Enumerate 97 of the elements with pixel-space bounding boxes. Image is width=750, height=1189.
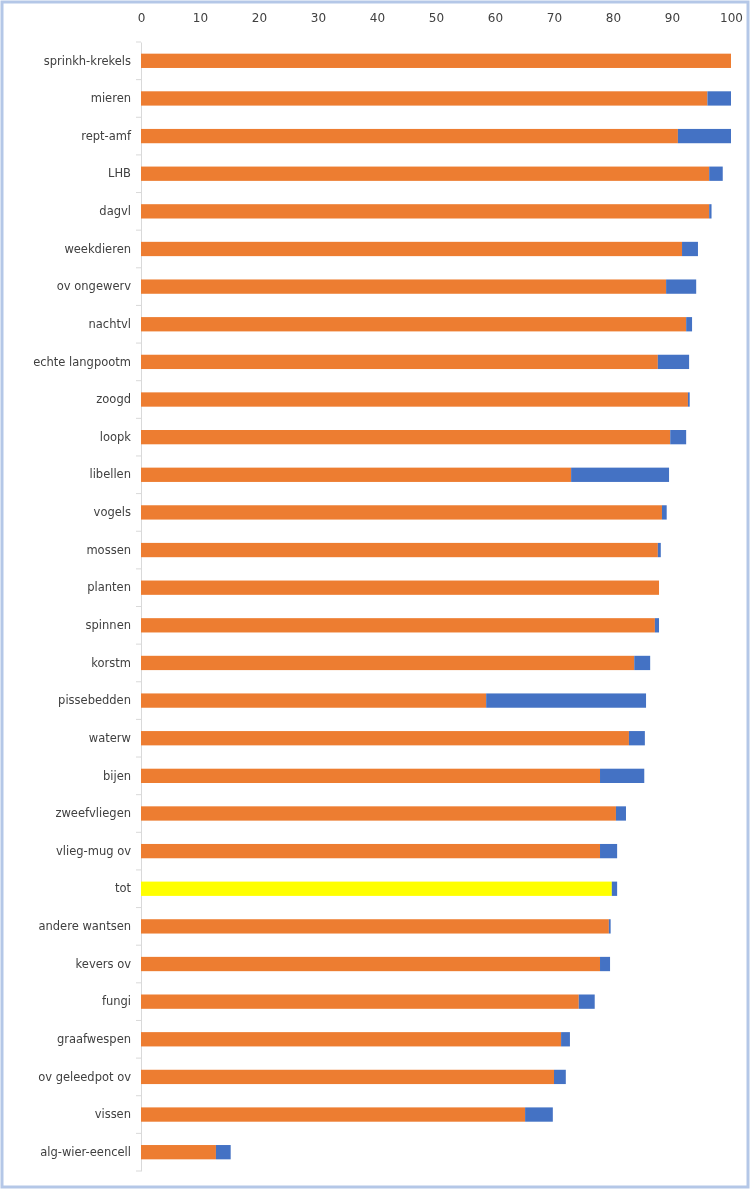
- bar: [670, 430, 687, 445]
- bar: [709, 204, 712, 219]
- bar: [141, 731, 629, 746]
- bar: [141, 354, 658, 370]
- bar: [141, 392, 688, 407]
- y-tick-label: mossen: [86, 542, 131, 557]
- bar: [141, 655, 635, 671]
- bar: [141, 881, 612, 896]
- bar: [141, 542, 658, 558]
- x-tick-label: 60: [487, 11, 504, 25]
- bar: [571, 467, 670, 482]
- x-tick-label: 100: [720, 11, 743, 25]
- x-tick-label: 40: [369, 11, 386, 25]
- y-tick-label: libellen: [89, 467, 131, 482]
- y-tick-label: kevers ov: [75, 956, 132, 971]
- y-tick-label: fungi: [101, 994, 131, 1009]
- bar: [611, 881, 618, 896]
- bar: [141, 91, 708, 106]
- x-tick-label: 70: [546, 11, 563, 25]
- bar: [141, 128, 678, 144]
- x-tick-label: 0: [137, 11, 146, 25]
- y-tick-label: rept-amf: [81, 128, 132, 143]
- bar: [141, 580, 660, 595]
- bar: [561, 1032, 570, 1047]
- bar: [686, 317, 693, 332]
- bar: [141, 241, 683, 257]
- bar: [682, 241, 698, 257]
- y-tick-label: sprinkh-krekels: [43, 53, 131, 68]
- bar: [141, 919, 609, 934]
- bar: [554, 1069, 566, 1085]
- bar: [141, 843, 601, 859]
- bar: [600, 956, 611, 972]
- bar: [141, 166, 710, 181]
- bar: [141, 430, 671, 445]
- x-tick-label: 30: [310, 11, 327, 25]
- y-tick-label: mieren: [90, 91, 131, 106]
- x-tick-label: 80: [605, 11, 622, 25]
- bar: [141, 505, 662, 520]
- bar: [141, 618, 655, 633]
- y-tick-label: ov geleedpot ov: [38, 1069, 132, 1084]
- y-tick-label: alg-wier-eencell: [40, 1144, 131, 1159]
- bar: [141, 279, 667, 294]
- bar: [657, 354, 690, 370]
- bar: [486, 693, 647, 708]
- bar: [525, 1107, 553, 1122]
- y-tick-label: tot: [114, 881, 132, 896]
- y-tick-label: LHB: [108, 166, 132, 181]
- bar: [141, 1145, 216, 1160]
- bar: [578, 994, 595, 1009]
- bar: [141, 693, 487, 708]
- bar: [615, 806, 626, 821]
- bar: [215, 1145, 231, 1160]
- x-tick-label: 90: [664, 11, 681, 25]
- bar: [141, 956, 601, 972]
- bar: [677, 128, 731, 144]
- x-tick-label: 10: [192, 11, 209, 25]
- x-tick-label: 20: [251, 11, 268, 25]
- y-tick-label: echte langpootm: [33, 354, 131, 369]
- bar: [141, 53, 731, 68]
- bar: [141, 994, 579, 1009]
- bar: [141, 1032, 562, 1047]
- bar: [141, 768, 601, 783]
- y-tick-label: zweefvliegen: [55, 806, 131, 821]
- bar: [666, 279, 697, 294]
- bar: [141, 806, 616, 821]
- x-tick-label: 50: [428, 11, 445, 25]
- y-tick-label: ov ongewerv: [56, 279, 132, 294]
- y-tick-label: zoogd: [96, 392, 131, 407]
- bar: [661, 505, 667, 520]
- bar: [141, 1069, 554, 1085]
- bar: [634, 655, 651, 671]
- y-tick-label: vogels: [93, 505, 132, 520]
- bar: [141, 467, 572, 482]
- y-tick-label: graafwespen: [56, 1031, 131, 1046]
- y-tick-label: pissebedden: [58, 693, 131, 708]
- y-tick-label: dagvl: [99, 204, 131, 219]
- y-tick-label: vlieg-mug ov: [55, 843, 132, 858]
- bar: [141, 204, 710, 219]
- y-tick-label: weekdieren: [64, 241, 131, 256]
- bar: [600, 768, 645, 783]
- bar: [707, 91, 731, 106]
- bar: [141, 1107, 526, 1122]
- bar: [600, 843, 618, 859]
- y-tick-label: nachtvl: [88, 316, 131, 331]
- y-tick-label: andere wantsen: [38, 919, 131, 934]
- y-tick-label: vissen: [94, 1107, 131, 1122]
- y-tick-label: loopk: [99, 429, 132, 444]
- y-tick-label: spinnen: [85, 618, 131, 632]
- bar: [654, 618, 660, 633]
- y-tick-label: planten: [87, 580, 131, 595]
- y-tick-label: bijen: [102, 768, 131, 783]
- bar: [141, 317, 687, 332]
- y-tick-label: waterw: [88, 730, 131, 745]
- bar: [628, 731, 645, 746]
- bar: [709, 166, 723, 181]
- y-tick-label: korstm: [91, 655, 131, 670]
- bar: [657, 542, 661, 558]
